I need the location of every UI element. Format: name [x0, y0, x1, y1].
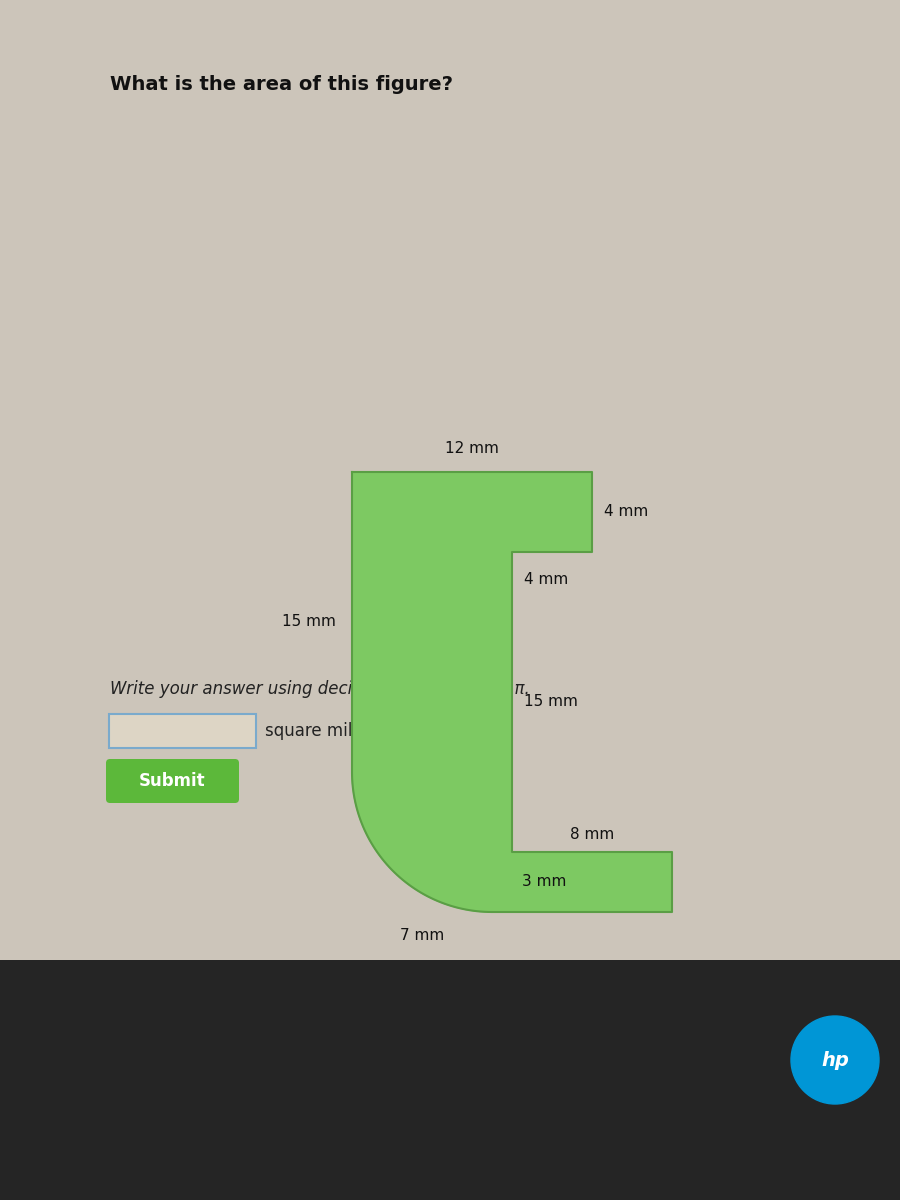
- Bar: [0, 960, 900, 1200]
- Text: 4 mm: 4 mm: [604, 504, 648, 520]
- Text: 12 mm: 12 mm: [446, 440, 499, 456]
- Text: square millimeters: square millimeters: [265, 722, 420, 740]
- Circle shape: [791, 1016, 879, 1104]
- FancyBboxPatch shape: [109, 714, 256, 748]
- Text: 8 mm: 8 mm: [570, 827, 614, 842]
- Text: Write your answer using decimals.  Use 3.14 for π.: Write your answer using decimals. Use 3.…: [110, 680, 530, 698]
- FancyBboxPatch shape: [106, 758, 239, 803]
- Text: Submit: Submit: [139, 772, 205, 790]
- Polygon shape: [352, 472, 672, 912]
- Text: hp: hp: [821, 1050, 849, 1069]
- Text: 15 mm: 15 mm: [282, 614, 336, 630]
- Text: 7 mm: 7 mm: [400, 928, 444, 943]
- Text: What is the area of this figure?: What is the area of this figure?: [110, 74, 453, 94]
- Text: 3 mm: 3 mm: [522, 875, 566, 889]
- Text: 15 mm: 15 mm: [524, 695, 578, 709]
- Text: 4 mm: 4 mm: [524, 572, 568, 587]
